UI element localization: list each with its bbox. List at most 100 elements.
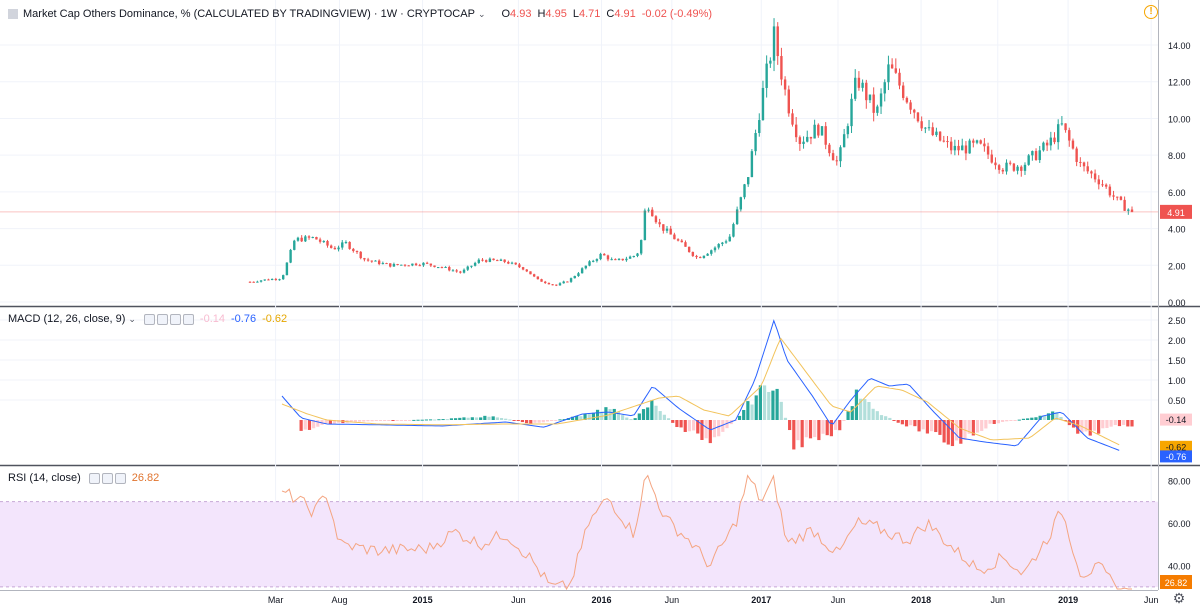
candle-body bbox=[765, 63, 768, 88]
histogram-bar bbox=[403, 420, 408, 421]
histogram-bar bbox=[575, 415, 579, 420]
histogram-bar bbox=[616, 411, 621, 420]
histogram-bar bbox=[433, 419, 437, 421]
histogram-bar bbox=[1113, 420, 1117, 426]
candle-body bbox=[854, 77, 857, 99]
histogram-bar bbox=[641, 409, 646, 420]
price-tick-label: 12.00 bbox=[1168, 78, 1191, 88]
chart-type-icon[interactable] bbox=[8, 9, 18, 19]
candle-body bbox=[1090, 171, 1093, 174]
candle-body bbox=[724, 241, 728, 243]
candle-body bbox=[813, 124, 816, 139]
candle-body bbox=[307, 236, 311, 238]
histogram-bar bbox=[813, 420, 817, 438]
histogram-bar bbox=[378, 420, 383, 421]
alert-icon[interactable]: ! bbox=[1144, 5, 1158, 19]
candle-body bbox=[248, 281, 252, 283]
candle-body bbox=[270, 278, 274, 281]
chevron-down-icon[interactable]: ⌄ bbox=[477, 8, 486, 19]
price-tick-label: 4.00 bbox=[1168, 225, 1186, 235]
macd-tick-label: 1.50 bbox=[1168, 356, 1186, 366]
candle-body bbox=[1068, 130, 1071, 141]
symbol-title[interactable]: Market Cap Others Dominance, % (CALCULAT… bbox=[23, 8, 475, 20]
candle-body bbox=[311, 236, 314, 238]
histogram-bar bbox=[479, 417, 483, 420]
histogram-bar bbox=[399, 420, 403, 421]
candle-body bbox=[994, 162, 997, 166]
candle-body bbox=[492, 258, 495, 261]
chevron-down-icon[interactable]: ⌄ bbox=[128, 313, 136, 324]
close-icon[interactable] bbox=[114, 472, 126, 484]
histogram-bar bbox=[796, 420, 800, 441]
candle-body bbox=[285, 262, 289, 276]
candle-body bbox=[669, 228, 672, 235]
gear-icon[interactable] bbox=[101, 472, 113, 484]
histogram-bar bbox=[679, 420, 683, 428]
candle-body bbox=[407, 265, 410, 267]
candle-body bbox=[448, 266, 451, 271]
histogram-bar bbox=[654, 405, 658, 420]
time-tick-label: Jun bbox=[665, 595, 680, 605]
eye-icon[interactable] bbox=[143, 313, 155, 325]
candle-body bbox=[743, 184, 746, 198]
candle-body bbox=[510, 262, 514, 264]
signal-value: -0.62 bbox=[262, 313, 288, 325]
histogram-bar bbox=[583, 413, 587, 420]
candle-body bbox=[256, 281, 259, 283]
candle-body bbox=[780, 56, 783, 80]
time-tick-label: 2016 bbox=[592, 595, 612, 605]
close-icon[interactable] bbox=[182, 313, 194, 325]
gear-icon[interactable] bbox=[156, 313, 168, 325]
histogram-bar bbox=[633, 418, 637, 420]
candle-body bbox=[400, 264, 403, 266]
candle-body bbox=[632, 255, 635, 257]
histogram-bar bbox=[971, 420, 975, 436]
price-tick-label: 14.00 bbox=[1168, 41, 1191, 51]
histogram-bar bbox=[792, 420, 796, 450]
source-icon[interactable] bbox=[169, 313, 181, 325]
eye-icon[interactable] bbox=[88, 472, 100, 484]
candle-body bbox=[684, 242, 687, 247]
candle-body bbox=[621, 258, 624, 261]
candle-body bbox=[1104, 184, 1108, 187]
candle-body bbox=[997, 165, 1001, 170]
candle-body bbox=[462, 269, 466, 273]
gear-icon[interactable]: ⚙ bbox=[1172, 590, 1186, 606]
last-price-label: 4.91 bbox=[1167, 208, 1185, 218]
histogram-bar bbox=[879, 415, 884, 420]
candle-body bbox=[842, 134, 846, 148]
rsi-title[interactable]: RSI (14, close) bbox=[8, 472, 81, 484]
candle-body bbox=[961, 145, 964, 151]
histogram-bar bbox=[604, 407, 608, 420]
candle-body bbox=[603, 253, 606, 256]
histogram-bar bbox=[925, 420, 930, 434]
histogram-bar bbox=[437, 419, 441, 421]
histogram-bar bbox=[671, 420, 675, 423]
candle-body bbox=[488, 258, 492, 262]
histogram-bar bbox=[374, 420, 378, 421]
candle-body bbox=[370, 260, 373, 262]
candle-body bbox=[429, 263, 433, 266]
macd-title[interactable]: MACD (12, 26, close, 9) bbox=[8, 313, 126, 325]
histogram-bar bbox=[299, 420, 303, 431]
histogram-bar bbox=[783, 417, 788, 420]
candle-body bbox=[710, 250, 713, 254]
rsi-tick-label: 80.00 bbox=[1168, 476, 1191, 486]
candle-body bbox=[695, 255, 698, 258]
rsi-band bbox=[0, 501, 1158, 587]
histogram-bar bbox=[717, 420, 721, 437]
histogram-bar bbox=[1055, 412, 1059, 420]
candle-body bbox=[964, 145, 968, 154]
candle-body bbox=[477, 259, 481, 263]
histogram-bar bbox=[917, 420, 921, 432]
candle-body bbox=[824, 126, 827, 145]
candle-body bbox=[1075, 148, 1078, 162]
candle-body bbox=[455, 270, 458, 272]
ohlc-item: H4.95 bbox=[537, 8, 567, 20]
candle-body bbox=[872, 94, 875, 113]
histogram-bar bbox=[512, 420, 516, 421]
histogram-bar bbox=[533, 420, 537, 423]
histogram-bar bbox=[700, 420, 704, 440]
